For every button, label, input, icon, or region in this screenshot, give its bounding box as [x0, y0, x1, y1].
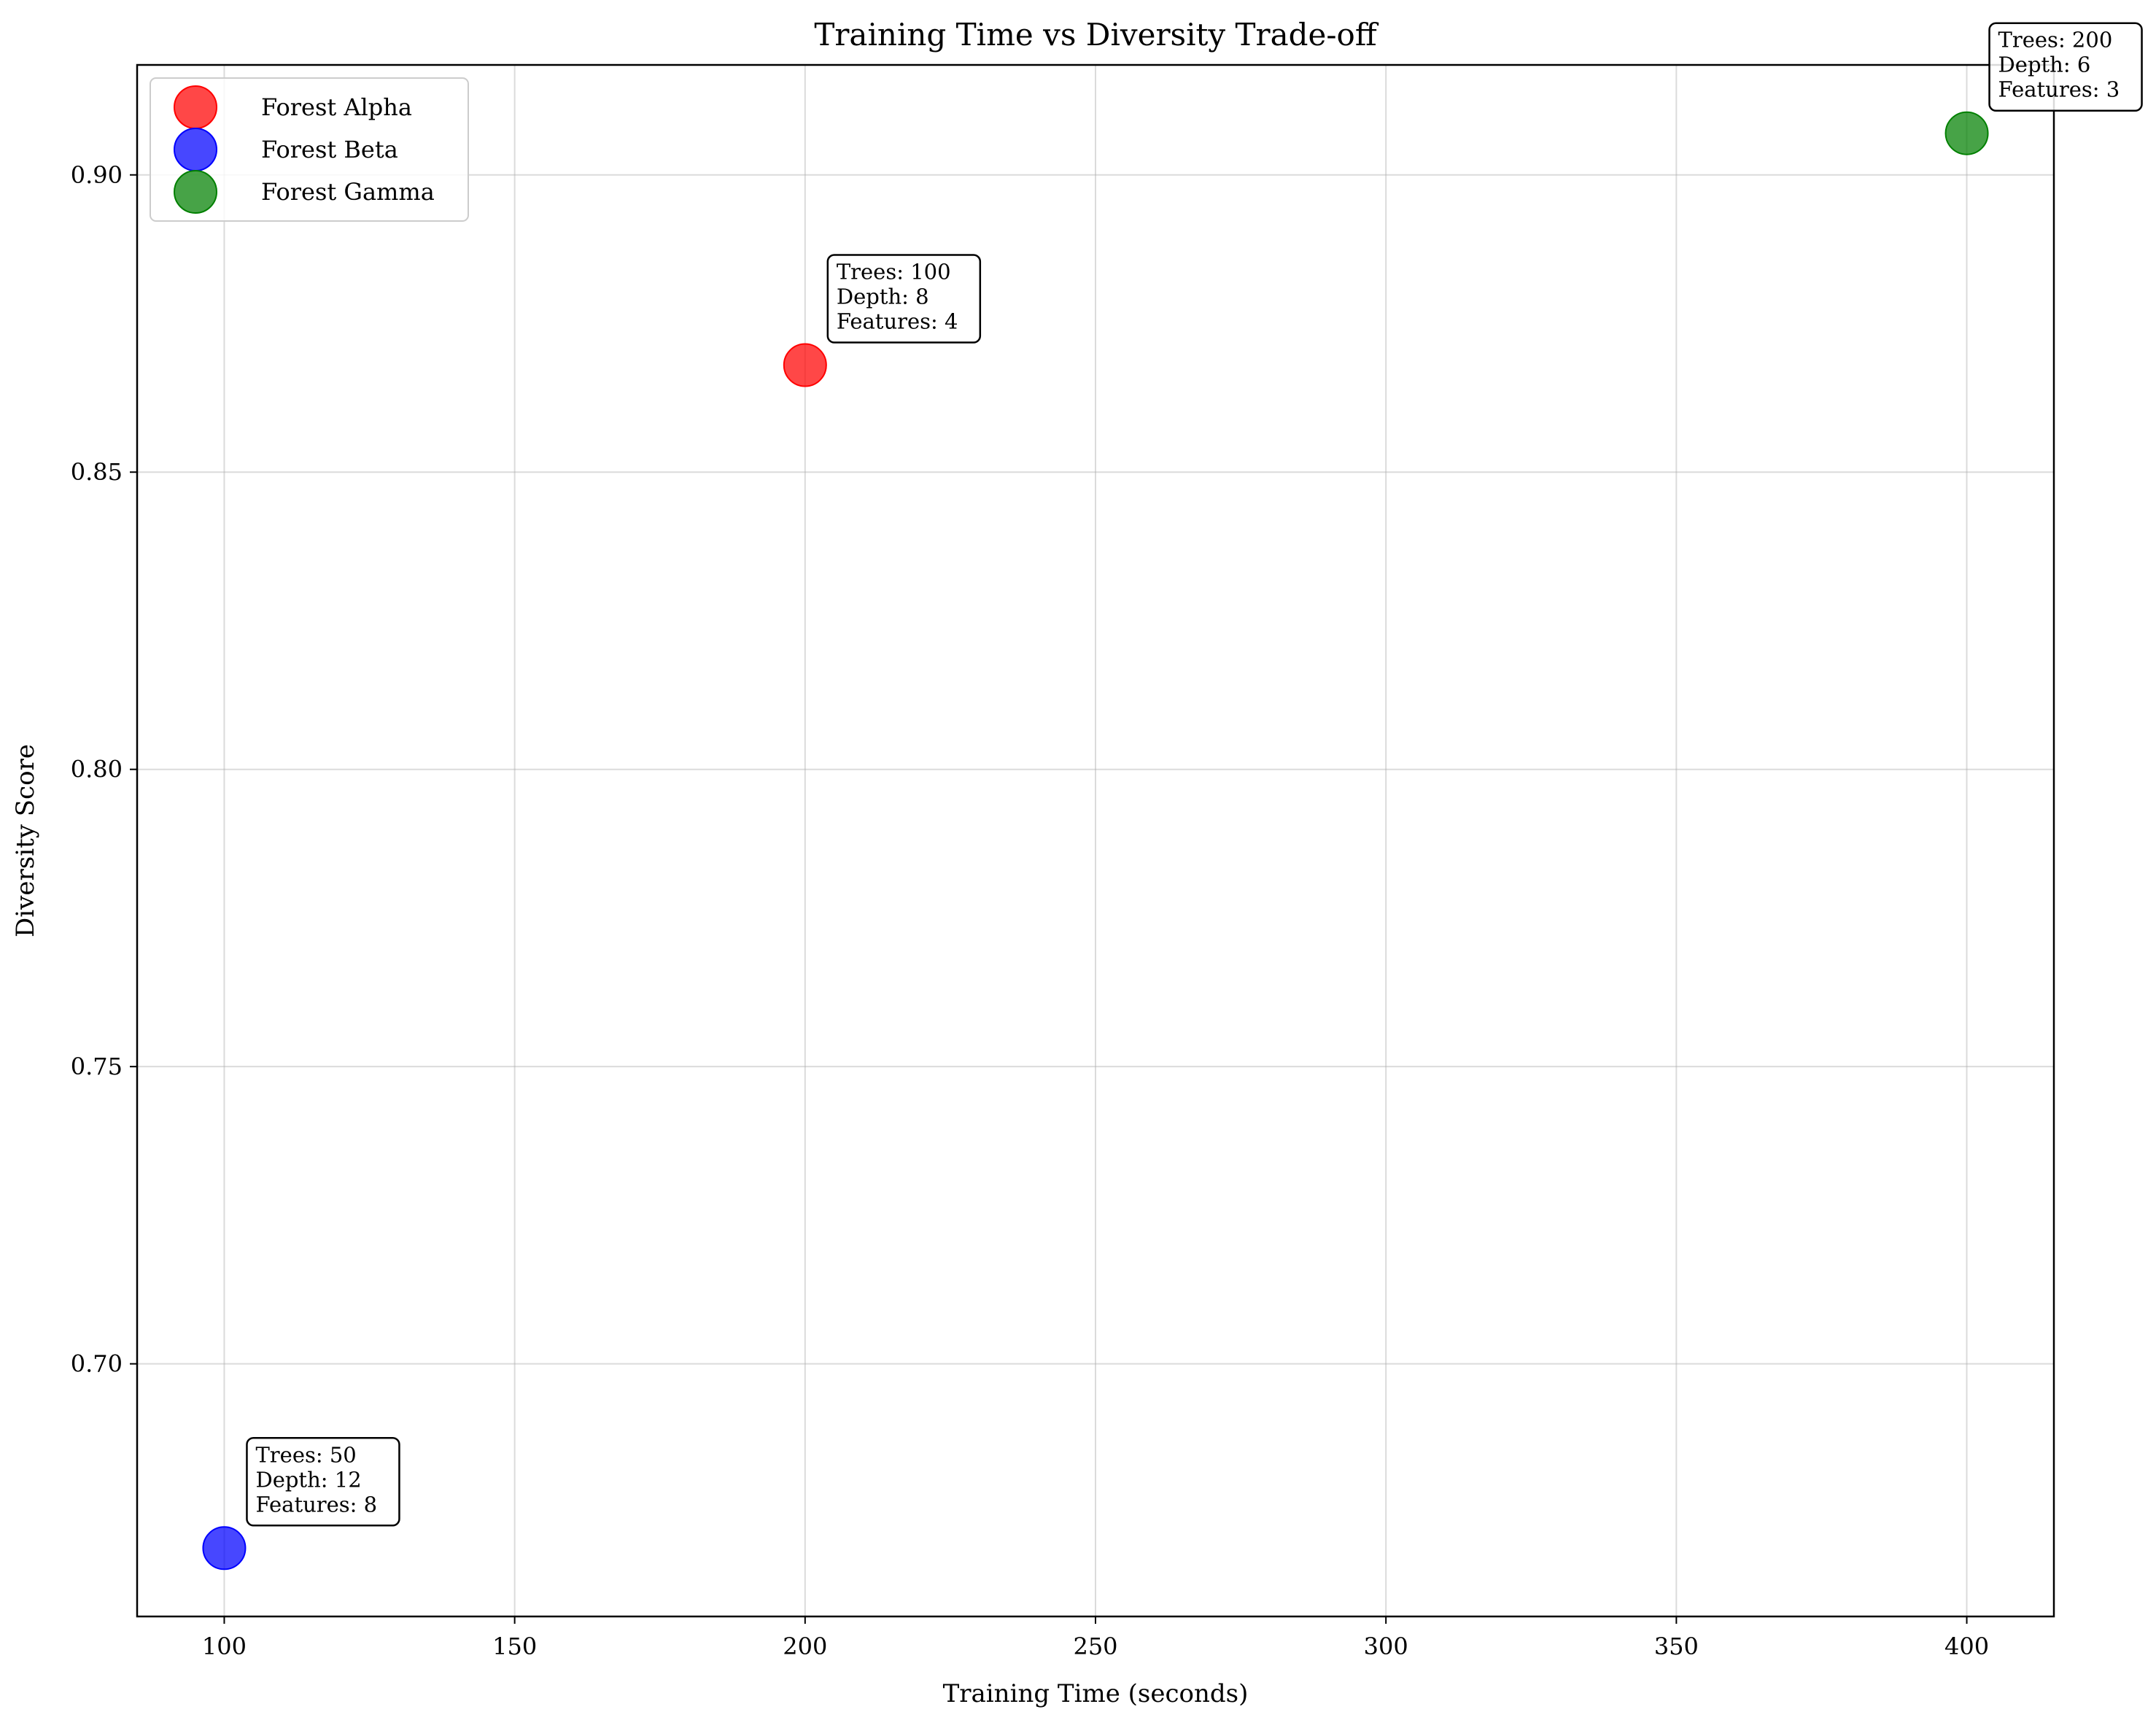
scatter-point — [783, 343, 827, 387]
annotation-text: Trees: 100 — [837, 260, 951, 284]
y-tick-label: 0.80 — [71, 756, 123, 783]
scatter-point — [1944, 111, 1989, 155]
x-tick-label: 150 — [492, 1633, 537, 1660]
y-tick-label: 0.85 — [71, 458, 123, 486]
x-tick-label: 200 — [783, 1633, 827, 1660]
ticks-layer: 100 150 200 250 300 350 400 0.70 0.75 0.80 0.85 0.9… — [71, 161, 1989, 1660]
x-tick-label: 400 — [1944, 1633, 1989, 1660]
x-tick-label: 350 — [1654, 1633, 1699, 1660]
scatter-point — [202, 1526, 247, 1571]
legend: Forest Alpha Forest Beta Forest Gamma — [150, 77, 469, 222]
legend-marker — [174, 170, 217, 214]
annotation-box — [246, 1437, 400, 1527]
legend-marker — [174, 128, 217, 171]
y-tick-label: 0.70 — [71, 1350, 123, 1378]
annotation-text: Trees: 200 — [1998, 28, 2113, 53]
points-layer — [202, 111, 1989, 1571]
legend-box — [150, 77, 469, 222]
legend-label: Forest Alpha — [261, 93, 412, 121]
x-tick-label: 250 — [1073, 1633, 1117, 1660]
annotation-text: Depth: 12 — [255, 1467, 361, 1492]
annotation-text: Depth: 6 — [1998, 53, 2091, 77]
legend-marker — [174, 85, 217, 129]
annotation-text: Features: 3 — [1998, 77, 2120, 102]
annotation-text: Features: 4 — [837, 309, 958, 334]
annotation-box — [826, 254, 982, 344]
x-tick-label: 300 — [1364, 1633, 1408, 1660]
x-tick-label: 100 — [202, 1633, 247, 1660]
legend-label: Forest Beta — [261, 136, 398, 163]
annotation-text: Depth: 8 — [837, 284, 929, 309]
legend-label: Forest Gamma — [261, 178, 435, 206]
y-tick-label: 0.90 — [71, 161, 123, 189]
annotation-text: Features: 8 — [255, 1492, 377, 1517]
annotation-text: Trees: 50 — [255, 1442, 356, 1467]
x-axis-label: Training Time (seconds) — [943, 1679, 1249, 1708]
grid-layer — [137, 65, 2054, 1616]
chart-title: Training Time vs Diversity Trade-off — [814, 17, 1379, 53]
annotation-box — [1988, 22, 2143, 112]
y-axis-label: Diversity Score — [11, 744, 40, 937]
y-tick-label: 0.75 — [71, 1053, 123, 1080]
